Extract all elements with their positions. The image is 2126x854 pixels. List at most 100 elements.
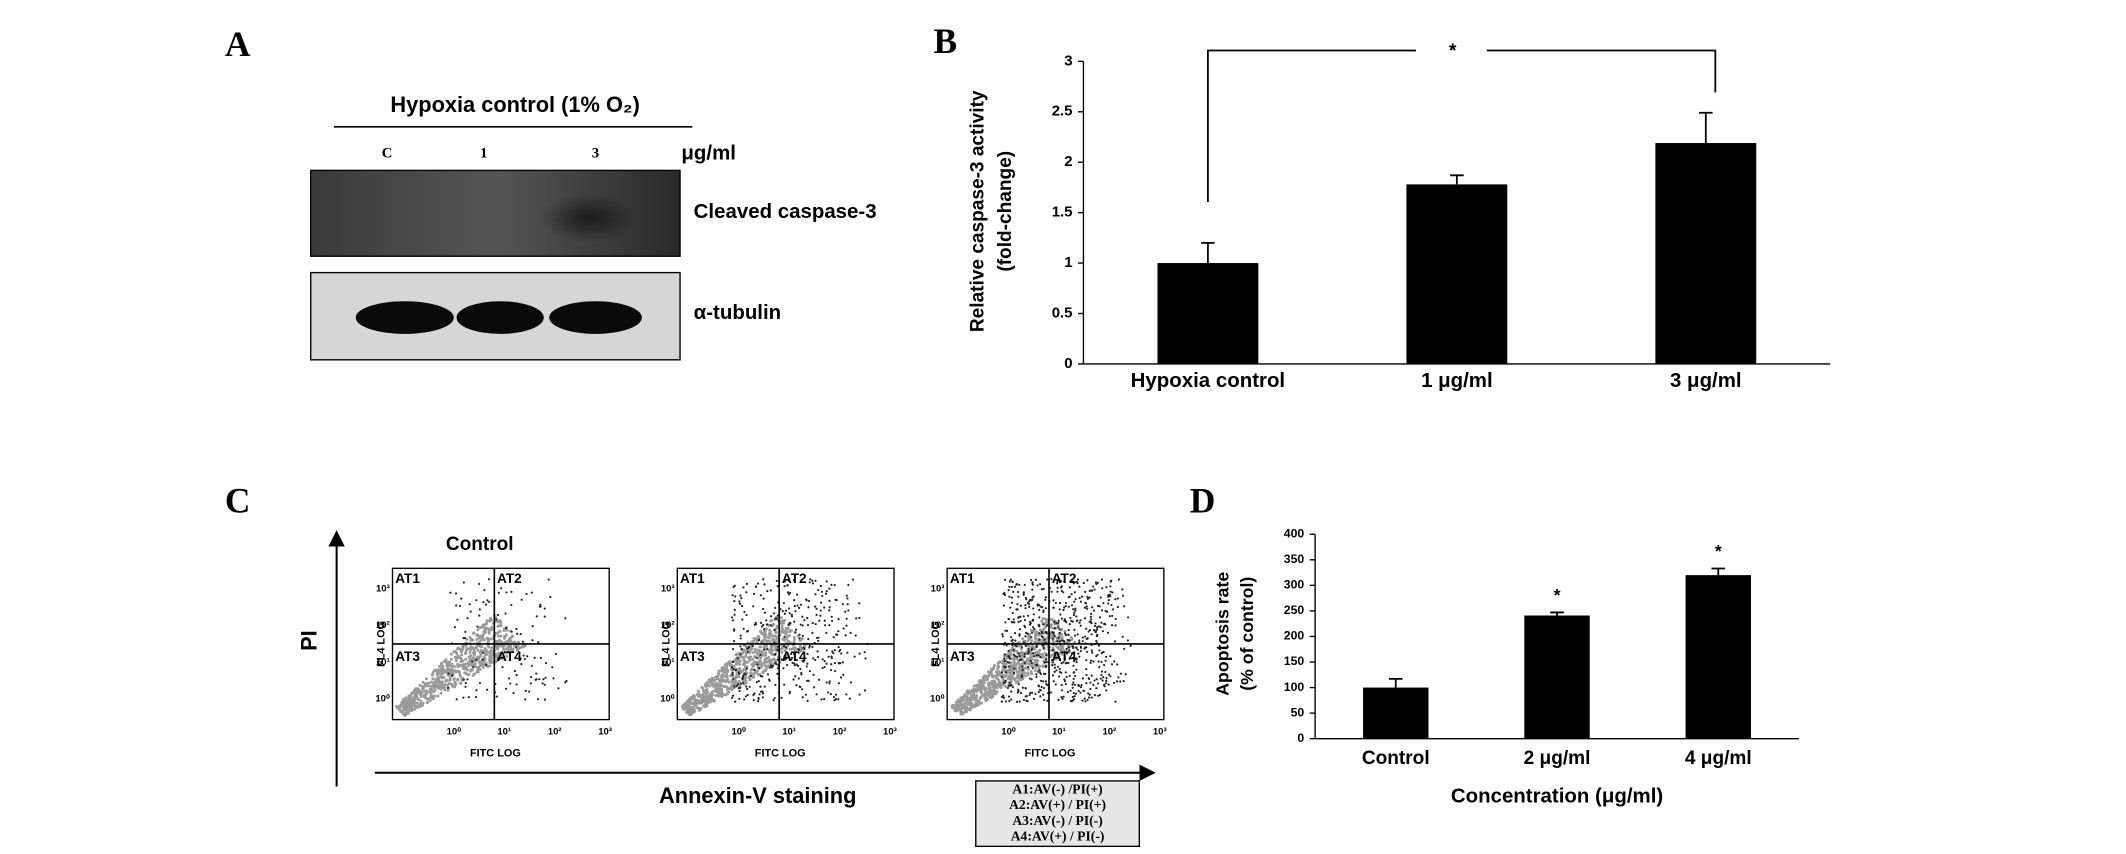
event-dot (1053, 651, 1056, 655)
event-dot (1031, 588, 1034, 591)
event-dot (833, 661, 836, 665)
event-dot (747, 675, 751, 679)
event-dot (733, 584, 736, 587)
event-dot (549, 595, 552, 599)
event-dot (469, 638, 473, 642)
event-dot (1107, 683, 1110, 686)
plot-title: Control (446, 534, 514, 555)
event-dot (479, 645, 483, 649)
event-dot (1032, 607, 1035, 610)
event-dot (515, 674, 518, 677)
event-dot (756, 661, 760, 665)
event-dot (715, 681, 719, 685)
event-dot (1114, 598, 1117, 601)
event-dot (809, 578, 812, 581)
event-dot (811, 631, 814, 634)
event-dot (1088, 628, 1092, 632)
event-dot (440, 680, 444, 684)
event-dot (854, 634, 857, 637)
event-dot (515, 683, 518, 686)
event-dot (476, 628, 480, 632)
event-dot (863, 689, 867, 692)
event-dot (1033, 655, 1036, 658)
event-dot (1061, 651, 1064, 654)
event-dot (500, 657, 504, 661)
y-tick-label: 0 (1297, 731, 1304, 745)
event-dot (1029, 620, 1032, 623)
event-dot (1105, 689, 1108, 692)
event-dot (760, 625, 764, 628)
event-dot (1068, 586, 1071, 589)
event-dot (1000, 675, 1003, 678)
event-dot (488, 600, 491, 604)
event-dot (1013, 671, 1016, 675)
event-dot (401, 712, 405, 716)
event-dot (707, 695, 711, 699)
event-dot (475, 599, 478, 602)
event-dot (779, 622, 783, 626)
event-dot (1100, 651, 1103, 654)
event-dot (1026, 639, 1030, 643)
event-dot (1074, 598, 1077, 601)
event-dot (1060, 589, 1063, 593)
event-dot (752, 605, 755, 608)
event-dot (1038, 625, 1041, 628)
event-dot (462, 666, 466, 670)
event-dot (748, 649, 752, 653)
event-dot (765, 619, 768, 622)
event-dot (1032, 613, 1035, 616)
event-dot (995, 690, 999, 694)
event-dot (1109, 580, 1112, 583)
tick-label: 10⁰ (375, 694, 390, 705)
event-dot (479, 654, 483, 658)
event-dot (761, 671, 765, 675)
event-dot (406, 708, 410, 712)
event-dot (462, 581, 465, 584)
event-dot (827, 655, 830, 658)
event-dot (1068, 674, 1071, 678)
event-dot (1056, 580, 1059, 583)
event-dot (1076, 578, 1080, 581)
event-dot (1060, 652, 1064, 656)
event-dot (978, 684, 982, 688)
event-dot (821, 658, 824, 661)
y-axis-label: Apoptosis rate (1212, 572, 1232, 696)
event-dot (1051, 674, 1055, 677)
event-dot (1027, 650, 1030, 653)
event-dot (1035, 645, 1038, 649)
event-dot (1012, 590, 1015, 593)
event-dot (790, 652, 793, 656)
event-dot (969, 689, 973, 693)
event-dot (482, 629, 486, 633)
event-dot (398, 705, 402, 709)
event-dot (1073, 591, 1076, 594)
event-dot (1074, 607, 1077, 610)
event-dot (1100, 578, 1104, 581)
event-dot (444, 660, 448, 664)
event-dot (1064, 662, 1068, 665)
event-dot (1058, 631, 1061, 634)
event-dot (508, 658, 511, 662)
event-dot (1055, 636, 1059, 640)
event-dot (1100, 660, 1103, 663)
event-dot (798, 645, 802, 649)
event-dot (766, 660, 770, 664)
event-dot (795, 663, 798, 666)
event-dot (1027, 665, 1030, 669)
event-dot (440, 670, 444, 674)
error-bar (1698, 111, 1713, 144)
event-dot (794, 628, 798, 631)
event-dot (1057, 675, 1061, 678)
event-dot (425, 697, 429, 701)
event-dot (543, 698, 547, 701)
event-dot (830, 615, 833, 618)
event-dot (1034, 637, 1038, 641)
event-dot (483, 589, 486, 592)
event-dot (731, 694, 735, 697)
event-dot (746, 629, 749, 633)
event-dot (1007, 695, 1011, 698)
event-dot (1073, 600, 1076, 603)
event-dot (997, 680, 1001, 684)
event-dot (750, 667, 754, 671)
event-dot (968, 708, 972, 712)
